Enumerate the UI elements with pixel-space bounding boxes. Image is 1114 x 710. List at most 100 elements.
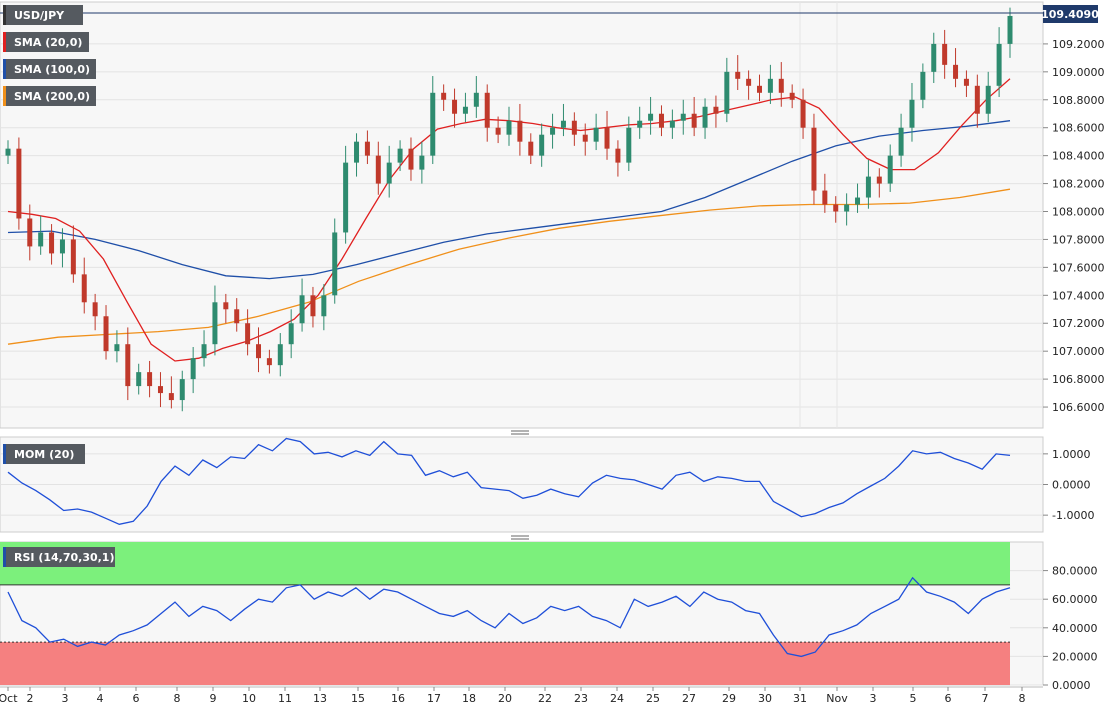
price-tick-label: 108.0000 <box>1052 206 1105 219</box>
legend: USD/JPY SMA (20,0) SMA (100,0) SMA (200,… <box>3 5 96 106</box>
candle-body <box>1007 15 1013 44</box>
candle-body <box>593 127 599 142</box>
candle-body <box>364 141 370 156</box>
price-tick-label: 108.8000 <box>1052 94 1105 107</box>
legend-rsi[interactable]: RSI (14,70,30,1) <box>3 547 115 567</box>
momentum-path <box>7 437 1011 525</box>
candle-body <box>898 127 904 156</box>
candle-body <box>397 148 403 163</box>
x-tick-label: 10 <box>242 692 256 705</box>
candle-body <box>582 134 588 142</box>
candle-body <box>430 92 436 156</box>
candle-body <box>49 232 55 254</box>
candle-body <box>462 106 468 114</box>
candle-body <box>310 295 316 317</box>
candle-body <box>844 204 850 212</box>
candle-body <box>16 148 22 219</box>
candle-body <box>702 106 708 128</box>
candle-body <box>789 92 795 100</box>
candle-body <box>288 323 294 345</box>
candle-body <box>974 85 980 114</box>
price-tick-label: 106.8000 <box>1052 373 1105 386</box>
candle-body <box>256 344 261 359</box>
price-tick-label: 108.6000 <box>1052 122 1105 135</box>
candle-body <box>125 344 131 387</box>
x-tick-label: 15 <box>351 692 365 705</box>
x-tick-label: 18 <box>462 692 476 705</box>
legend-sma20[interactable]: SMA (20,0) <box>3 32 89 52</box>
x-tick-label: 5 <box>910 692 917 705</box>
candle-body <box>550 127 556 135</box>
candle-body <box>223 302 229 310</box>
candle-body <box>103 316 109 352</box>
candle-body <box>604 127 610 149</box>
panel-resize-handle-1[interactable] <box>511 430 529 435</box>
rsi-tick-label: 60.0000 <box>1052 593 1098 606</box>
x-tick-label: 3 <box>870 692 877 705</box>
legend-sma100[interactable]: SMA (100,0) <box>3 59 96 79</box>
candle-body <box>114 344 120 352</box>
x-tick-label: 17 <box>427 692 441 705</box>
last-price-badge: 109.4090 <box>1041 5 1099 23</box>
rsi-tick-label: 40.0000 <box>1052 622 1098 635</box>
candle-body <box>506 120 512 135</box>
candle-body <box>343 162 349 233</box>
candle-body <box>299 295 305 324</box>
candle-body <box>528 141 534 156</box>
candle-body <box>724 71 730 114</box>
candle-body <box>920 71 926 100</box>
x-tick-label: 29 <box>722 692 736 705</box>
legend-sma20-label: SMA (20,0) <box>14 36 82 49</box>
legend-usdjpy[interactable]: USD/JPY <box>3 5 83 25</box>
x-axis: Oct 2 3 4 6 8 9 10 11 13 15 16 17 18 20 22 23 24 25 27 29 30 3… <box>0 686 1043 705</box>
panel-resize-handle-2[interactable] <box>511 535 529 540</box>
momentum-line <box>7 437 1011 525</box>
momentum-y-axis: 1.0000 0.0000 -1.0000 <box>1043 448 1094 522</box>
x-tick-label: 27 <box>682 692 696 705</box>
legend-sma200[interactable]: SMA (200,0) <box>3 86 96 106</box>
candle-body <box>332 232 338 296</box>
price-tick-label: 107.0000 <box>1052 345 1105 358</box>
candle-body <box>887 155 893 184</box>
momentum-tick-label: 1.0000 <box>1052 448 1091 461</box>
candle-body <box>517 120 523 142</box>
legend-sma100-label: SMA (100,0) <box>14 63 90 76</box>
candle-body <box>179 379 185 401</box>
candle-body <box>560 120 566 128</box>
rsi-path <box>7 576 1011 658</box>
legend-momentum[interactable]: MOM (20) <box>3 444 85 464</box>
last-price-text: 109.4090 <box>1041 8 1099 21</box>
sma100-line <box>7 120 1011 280</box>
candle-body <box>811 127 817 191</box>
candle-body <box>778 78 784 93</box>
rsi-oversold-zone <box>0 642 1010 685</box>
candle-body <box>855 197 861 205</box>
x-tick-label: 24 <box>610 692 624 705</box>
candle-body <box>767 78 773 93</box>
price-y-axis: 106.6000 106.8000 107.0000 107.2000 107.4000… <box>1043 38 1105 414</box>
candle-body <box>190 358 196 380</box>
x-tick-label: 6 <box>945 692 952 705</box>
candle-body <box>354 141 360 163</box>
candle-body <box>735 71 741 79</box>
candle-body <box>865 176 871 198</box>
candle-body <box>168 393 174 401</box>
candle-body <box>680 113 686 121</box>
candle-body <box>5 148 11 156</box>
candle-body <box>408 148 414 170</box>
candle-body <box>637 120 643 128</box>
candle-body <box>212 302 218 345</box>
price-tick-label: 107.2000 <box>1052 317 1105 330</box>
price-tick-label: 109.0000 <box>1052 66 1105 79</box>
price-tick-label: 108.4000 <box>1052 150 1105 163</box>
candle-body <box>234 309 240 324</box>
candle-body <box>59 239 65 254</box>
candle-body <box>746 78 752 86</box>
x-tick-label: 11 <box>278 692 292 705</box>
candle-body <box>473 92 479 107</box>
candle-body <box>571 120 577 135</box>
candle-body <box>27 218 33 247</box>
x-tick-label: 6 <box>133 692 140 705</box>
x-tick-label: 20 <box>498 692 512 705</box>
